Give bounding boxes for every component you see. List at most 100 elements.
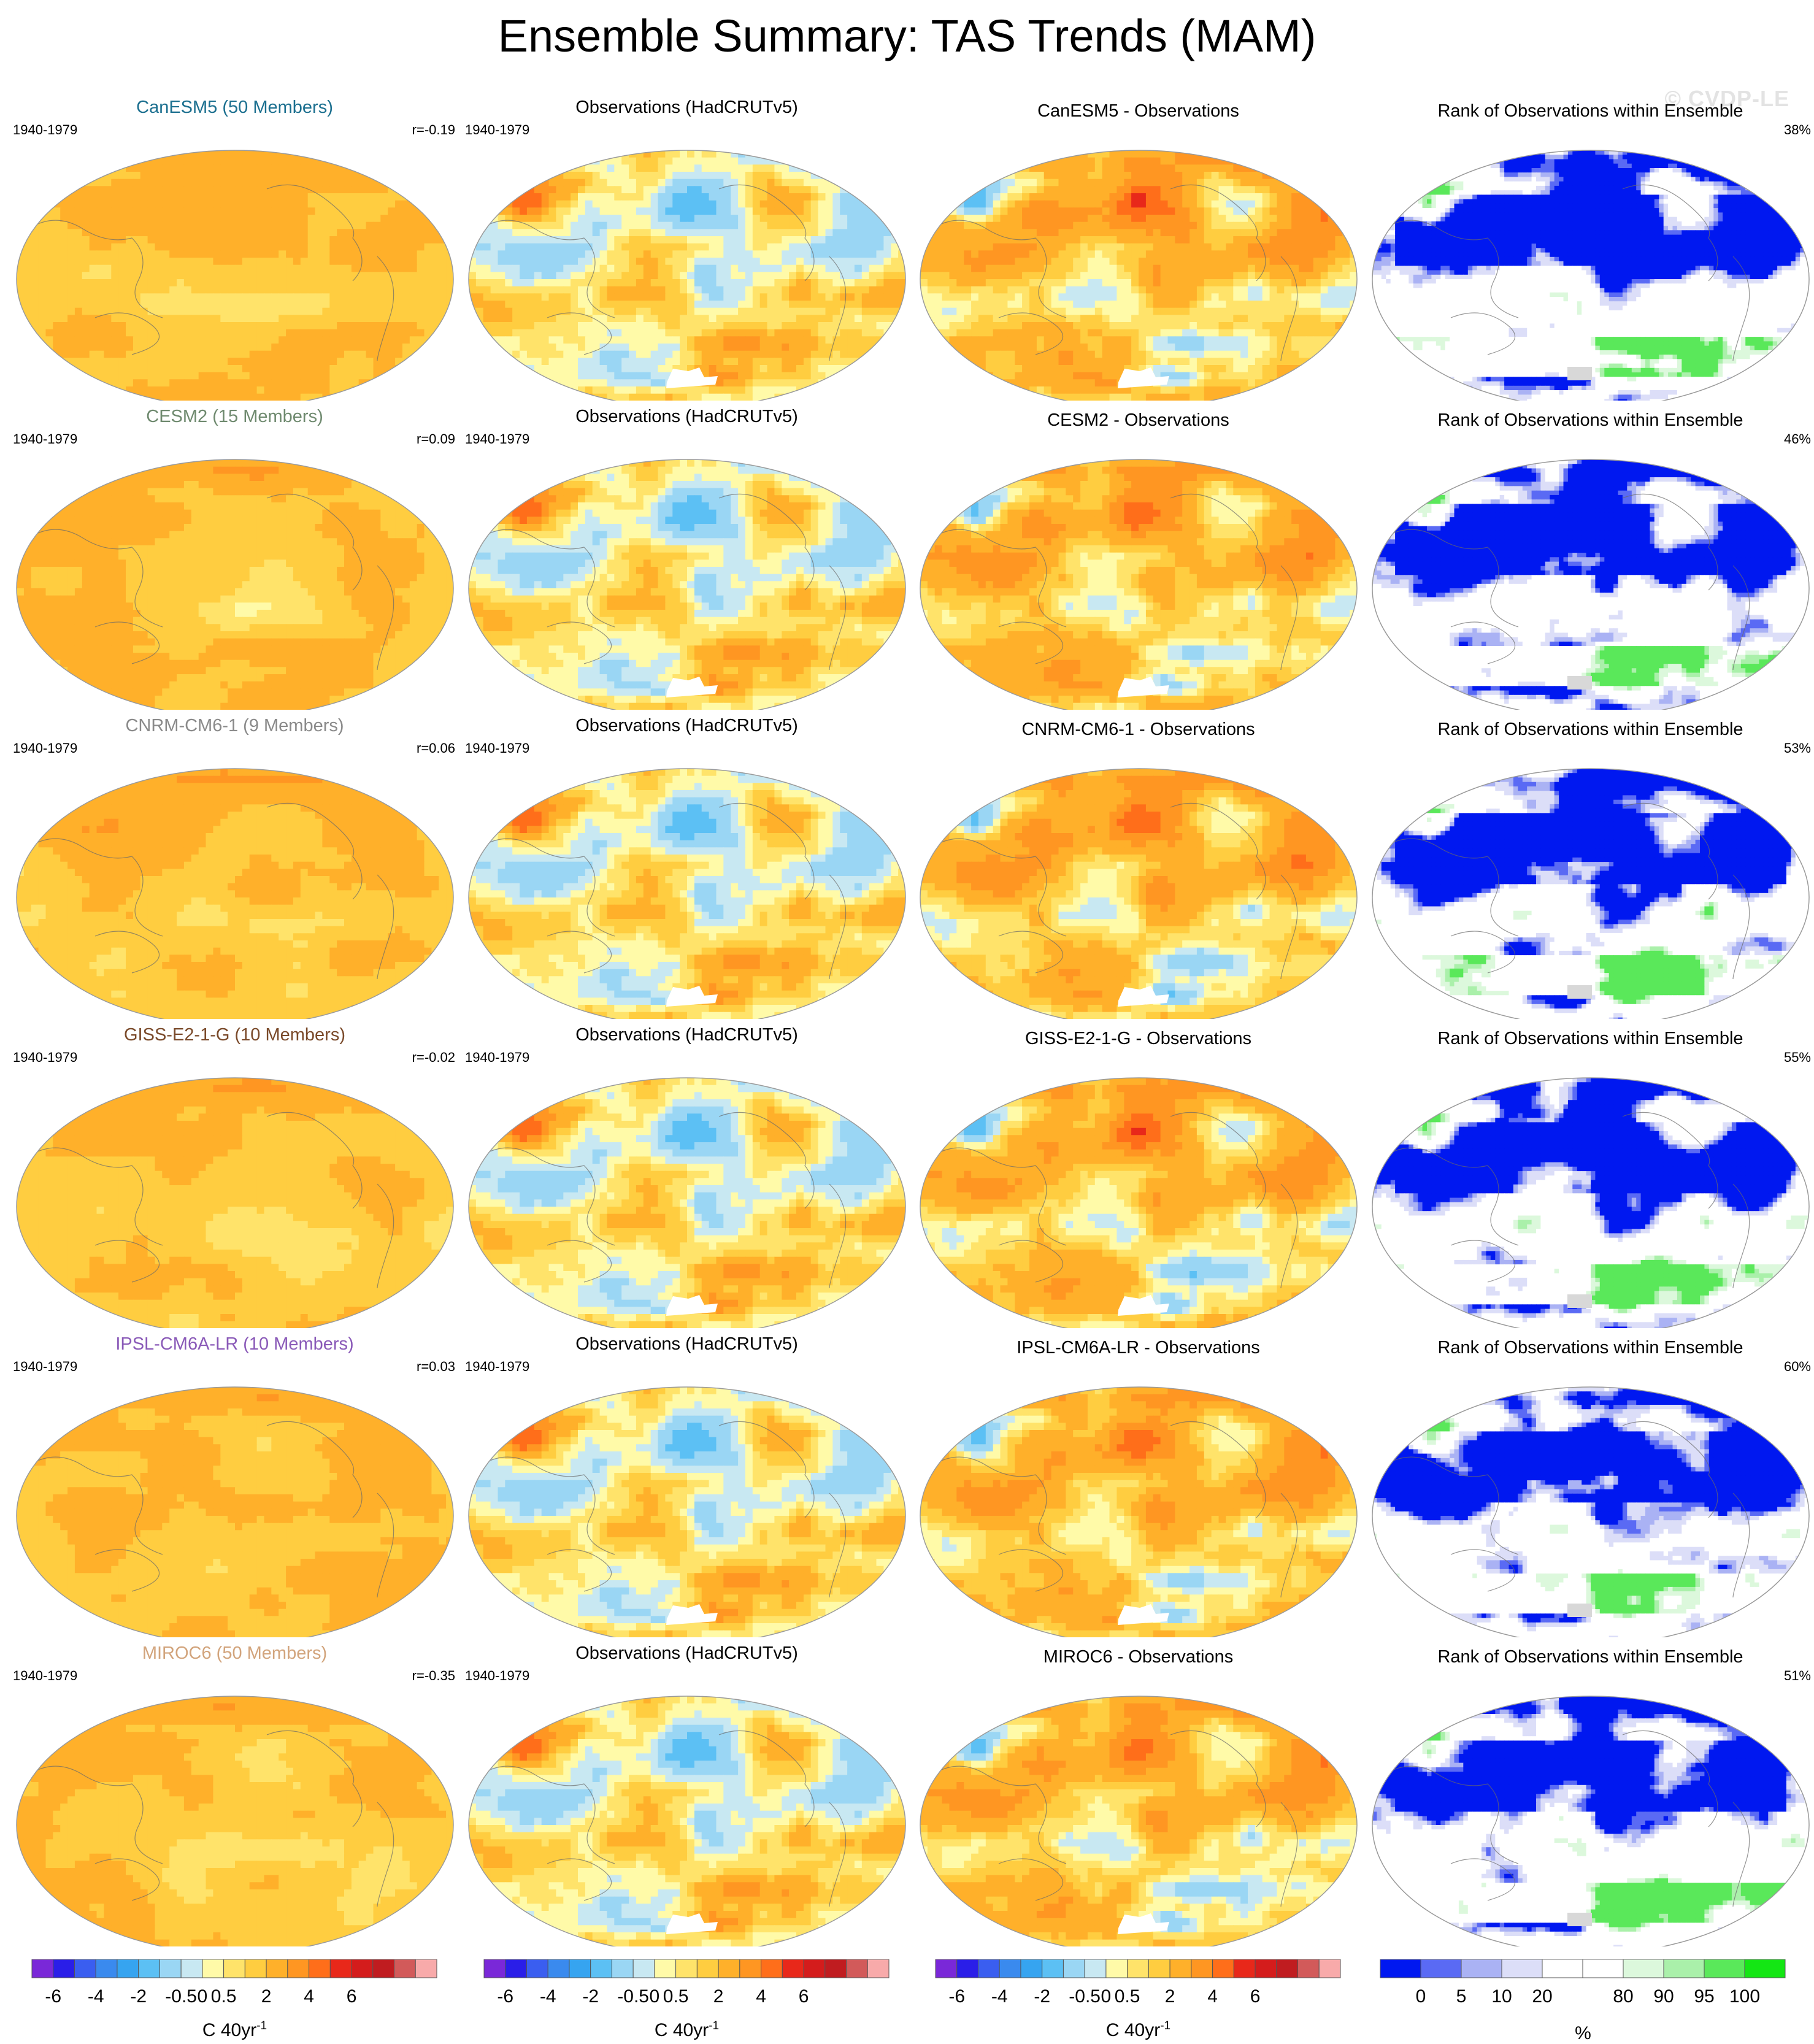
colorbar-swatch xyxy=(1255,1959,1277,1978)
colorbar-swatch xyxy=(1021,1959,1042,1978)
panel-title: Rank of Observations within Ensemble xyxy=(1365,719,1814,740)
map-panel-diff: CanESM5 - Observations xyxy=(913,97,1364,401)
rank-percent-label: 51% xyxy=(1784,1669,1811,1683)
map-field xyxy=(920,769,1358,1019)
map-model xyxy=(9,1024,460,1328)
units-exponent: -1 xyxy=(1160,2019,1170,2032)
map-field xyxy=(920,459,1358,710)
colorbar-swatch xyxy=(32,1959,53,1978)
map-panel-diff: CNRM-CM6-1 - Observations xyxy=(913,715,1364,1019)
colorbar-swatch xyxy=(936,1959,957,1978)
map-panel-obs: Observations (HadCRUTv5)1940-1979 xyxy=(461,1643,912,1946)
map-rank xyxy=(1365,1334,1814,1637)
colorbar-swatch xyxy=(1623,1959,1664,1978)
colorbar-tick-label: 100 xyxy=(1729,1986,1760,2007)
map-panel-diff: IPSL-CM6A-LR - Observations xyxy=(913,1334,1364,1637)
panel-title: CNRM-CM6-1 (9 Members) xyxy=(9,715,460,736)
colorbar-swatch xyxy=(1213,1959,1234,1978)
colorbar-swatch xyxy=(1148,1959,1170,1978)
map-diff xyxy=(913,1024,1364,1328)
panel-title: GISS-E2-1-G (10 Members) xyxy=(9,1024,460,1045)
colorbar-swatch xyxy=(591,1959,612,1978)
map-panel-diff: GISS-E2-1-G - Observations xyxy=(913,1024,1364,1328)
colorbar-swatch xyxy=(1542,1959,1583,1978)
colorbar-swatch xyxy=(548,1959,569,1978)
correlation-label: r=0.09 xyxy=(417,432,455,447)
colorbar-swatch xyxy=(1085,1959,1106,1978)
colorbar-tick-label: 0 xyxy=(650,1986,660,2007)
map-field xyxy=(469,1387,906,1637)
rank-percent-label: 55% xyxy=(1784,1050,1811,1065)
colorbar-swatch xyxy=(266,1959,288,1978)
panel-title: GISS-E2-1-G - Observations xyxy=(913,1028,1364,1049)
map-field xyxy=(469,1078,906,1328)
colorbar-tick-label: 0.5 xyxy=(663,1986,689,2007)
map-field xyxy=(469,459,906,710)
colorbar-tick-label: 0 xyxy=(1101,1986,1112,2007)
colorbar-tick-label: 2 xyxy=(1165,1986,1175,2007)
rank-percent-label: 53% xyxy=(1784,741,1811,756)
period-label: 1940-1979 xyxy=(465,1669,529,1683)
map-rank xyxy=(1365,1024,1814,1328)
map-rank xyxy=(1365,97,1814,401)
colorbar-swatch xyxy=(1583,1959,1623,1978)
panel-title: Rank of Observations within Ensemble xyxy=(1365,1028,1814,1049)
map-field xyxy=(17,1696,454,1946)
panel-title: IPSL-CM6A-LR - Observations xyxy=(913,1337,1364,1358)
map-model xyxy=(9,715,460,1019)
panel-title: CESM2 (15 Members) xyxy=(9,406,460,427)
panel-title: Observations (HadCRUTv5) xyxy=(461,1334,912,1354)
colorbar-swatch xyxy=(676,1959,698,1978)
colorbar-tick-label: 6 xyxy=(347,1986,357,2007)
colorbar-tick-label: 4 xyxy=(304,1986,314,2007)
colorbar-swatch xyxy=(825,1959,847,1978)
colorbar-swatch xyxy=(633,1959,655,1978)
colorbar-tick-label: -0.5 xyxy=(1069,1986,1101,2007)
colorbar-swatch xyxy=(415,1959,437,1978)
colorbar-swatch xyxy=(957,1959,978,1978)
colorbar-tick-label: 20 xyxy=(1532,1986,1552,2007)
colorbar-swatch xyxy=(1063,1959,1085,1978)
map-field xyxy=(1372,1696,1810,1946)
colorbar-tick-label: -0.5 xyxy=(165,1986,197,2007)
colorbar-swatch xyxy=(330,1959,352,1978)
colorbar-swatch xyxy=(53,1959,75,1978)
colorbar-tick-label: -6 xyxy=(497,1986,513,2007)
map-field xyxy=(17,769,454,1019)
colorbar-swatch xyxy=(740,1959,761,1978)
map-diff xyxy=(913,97,1364,401)
map-panel-obs: Observations (HadCRUTv5) 1940-1979 xyxy=(461,1334,912,1637)
panel-title: MIROC6 - Observations xyxy=(913,1646,1364,1667)
panel-title: IPSL-CM6A-LR (10 Members) xyxy=(9,1334,460,1354)
colorbar-swatch xyxy=(1704,1959,1745,1978)
colorbar-swatch xyxy=(288,1959,309,1978)
map-field xyxy=(17,150,454,401)
colorbar-swatch xyxy=(612,1959,633,1978)
map-panel-obs: Observations (HadCRUTv5)1940-1979 xyxy=(461,1024,912,1328)
colorbar-swatch xyxy=(224,1959,245,1978)
colorbar-tick-label: 0 xyxy=(1416,1986,1426,2007)
colorbar-tick-label: 0.5 xyxy=(211,1986,237,2007)
map-diff xyxy=(913,715,1364,1019)
colorbar-swatch xyxy=(352,1959,373,1978)
period-label: 1940-1979 xyxy=(465,1359,529,1374)
panel-title: CanESM5 (50 Members) xyxy=(9,97,460,118)
panel-title: Rank of Observations within Ensemble xyxy=(1365,1337,1814,1358)
colorbar-swatch xyxy=(1298,1959,1320,1978)
colorbar-tick-label: 0.5 xyxy=(1115,1986,1140,2007)
units-text: C 40yr xyxy=(202,2020,256,2040)
map-field xyxy=(1372,459,1810,710)
rank-percent-label: 38% xyxy=(1784,123,1811,137)
colorbar-swatch xyxy=(655,1959,676,1978)
colorbar-swatch xyxy=(202,1959,224,1978)
map-diff xyxy=(913,1643,1364,1946)
colorbar-tick-label: 5 xyxy=(1456,1986,1467,2007)
colorbar-swatch xyxy=(761,1959,783,1978)
correlation-label: r=0.06 xyxy=(417,741,455,756)
